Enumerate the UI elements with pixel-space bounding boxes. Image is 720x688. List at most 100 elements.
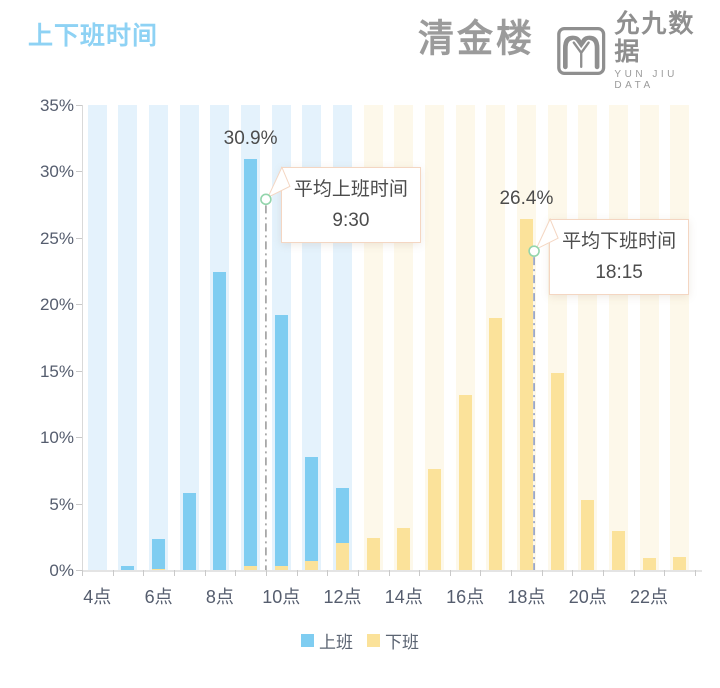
yunjiu-monogram-icon bbox=[557, 26, 606, 75]
x-axis-tick bbox=[265, 570, 267, 576]
x-axis-label-18: 18点 bbox=[507, 587, 546, 607]
x-axis-tick bbox=[695, 570, 696, 576]
y-axis-label-35: 35% bbox=[39, 96, 74, 115]
x-axis-tick bbox=[112, 570, 114, 576]
bar-xiaban-h13 bbox=[366, 538, 380, 570]
x-axis-tick bbox=[572, 570, 574, 576]
x-axis-line bbox=[82, 570, 702, 572]
callout-end-time: 18:15 bbox=[595, 262, 643, 284]
y-axis-label-25: 25% bbox=[39, 228, 74, 248]
y-axis-tick bbox=[76, 437, 82, 439]
x-axis-label-4: 4点 bbox=[83, 587, 112, 607]
bar-xiaban-h12 bbox=[336, 543, 350, 570]
y-axis-tick bbox=[76, 237, 82, 239]
yunjiu-data-logo: 允九数据 YUN JIU DATA bbox=[556, 10, 720, 91]
bar-xiaban-h9 bbox=[244, 566, 258, 570]
x-axis-label-6: 6点 bbox=[144, 587, 173, 607]
x-axis-tick bbox=[204, 570, 206, 576]
y-axis-line bbox=[82, 105, 83, 571]
background-band-h23 bbox=[670, 105, 690, 570]
bar-xiaban-h11 bbox=[305, 560, 319, 570]
background-band-h15 bbox=[424, 105, 444, 570]
x-axis-label-20: 20点 bbox=[568, 587, 607, 607]
x-axis-tick bbox=[327, 570, 329, 576]
x-axis-tick bbox=[296, 570, 298, 576]
x-axis-tick bbox=[449, 570, 451, 576]
qingjinlou-logo: 清金楼 bbox=[418, 18, 536, 61]
background-band-h5 bbox=[118, 105, 138, 570]
y-axis-label-5: 5% bbox=[49, 494, 74, 514]
x-axis-tick bbox=[143, 570, 145, 576]
bar-xiaban-h16 bbox=[458, 394, 472, 570]
bar-xiaban-h15 bbox=[427, 469, 441, 570]
bar-shangban-h5 bbox=[121, 566, 135, 570]
callout-start-label: 平均上班时间 bbox=[293, 179, 408, 201]
chart-legend: 上班 下班 bbox=[0, 628, 720, 653]
yunjiu-logo-en: YUN JIU DATA bbox=[614, 69, 678, 91]
peak-annotation-xiaban: 26.4% bbox=[499, 188, 554, 210]
x-axis-label-8: 8点 bbox=[205, 587, 234, 607]
y-axis-label-30: 30% bbox=[39, 162, 74, 182]
bar-xiaban-h23 bbox=[673, 556, 687, 570]
background-band-h6 bbox=[149, 105, 169, 570]
x-axis-label-10: 10点 bbox=[262, 587, 301, 607]
y-axis-label-20: 20% bbox=[39, 295, 74, 315]
bar-xiaban-h22 bbox=[642, 558, 656, 570]
bar-xiaban-h14 bbox=[397, 527, 411, 570]
background-band-h22 bbox=[639, 105, 659, 570]
bar-xiaban-h19 bbox=[550, 373, 564, 570]
bar-xiaban-h10 bbox=[274, 566, 288, 570]
bar-shangban-h7 bbox=[182, 492, 196, 570]
x-axis-tick bbox=[235, 570, 237, 576]
y-axis-tick bbox=[76, 503, 82, 505]
background-band-h4 bbox=[87, 105, 107, 570]
x-axis-tick bbox=[633, 570, 635, 576]
callout-average-start-time: 平均上班时间 9:30 bbox=[280, 167, 421, 244]
legend-swatch-xiaban-icon bbox=[367, 634, 380, 647]
y-axis-label-10: 10% bbox=[39, 428, 74, 448]
x-axis-tick bbox=[419, 570, 421, 576]
bar-xiaban-h21 bbox=[611, 531, 625, 570]
peak-annotation-shangban: 30.9% bbox=[223, 128, 278, 150]
y-axis-label-0: 0% bbox=[49, 561, 74, 580]
bar-xiaban-h18 bbox=[519, 219, 533, 570]
y-axis-label-15: 15% bbox=[39, 361, 74, 381]
legend-item-xiaban: 下班 bbox=[367, 628, 419, 653]
page-title: 上下班时间 bbox=[28, 22, 159, 50]
legend-swatch-shangban-icon bbox=[301, 634, 314, 647]
legend-label-shangban: 上班 bbox=[319, 633, 353, 652]
callout-end-label: 平均下班时间 bbox=[562, 231, 677, 253]
y-axis-tick bbox=[76, 171, 82, 173]
x-axis-label-12: 12点 bbox=[323, 587, 362, 607]
legend-label-xiaban: 下班 bbox=[385, 633, 419, 652]
bar-xiaban-h20 bbox=[581, 499, 595, 570]
legend-item-shangban: 上班 bbox=[301, 628, 353, 653]
x-axis-tick bbox=[603, 570, 605, 576]
y-axis-tick bbox=[76, 570, 82, 571]
x-axis-label-16: 16点 bbox=[446, 587, 485, 607]
plot-area bbox=[82, 105, 695, 570]
bar-shangban-h9 bbox=[244, 159, 258, 570]
x-axis-tick bbox=[511, 570, 513, 576]
x-axis-label-14: 14点 bbox=[384, 587, 423, 607]
x-axis-label-22: 22点 bbox=[630, 587, 669, 607]
bar-shangban-h10 bbox=[274, 314, 288, 570]
callout-start-time: 9:30 bbox=[332, 210, 370, 232]
x-axis-tick bbox=[541, 570, 543, 576]
bar-xiaban-h17 bbox=[489, 317, 503, 570]
y-axis-tick bbox=[76, 304, 82, 306]
x-axis-tick bbox=[357, 570, 359, 576]
y-axis-tick bbox=[76, 105, 82, 106]
background-band-h21 bbox=[608, 105, 628, 570]
x-axis-tick bbox=[173, 570, 175, 576]
bar-xiaban-h6 bbox=[152, 568, 166, 570]
x-axis-tick bbox=[388, 570, 390, 576]
background-band-h7 bbox=[179, 105, 199, 570]
callout-average-end-time: 平均下班时间 18:15 bbox=[549, 219, 690, 296]
y-axis-tick bbox=[76, 370, 82, 372]
bar-shangban-h6 bbox=[152, 539, 166, 570]
x-axis-tick bbox=[82, 570, 83, 576]
bar-shangban-h8 bbox=[213, 272, 227, 570]
x-axis-tick bbox=[480, 570, 482, 576]
